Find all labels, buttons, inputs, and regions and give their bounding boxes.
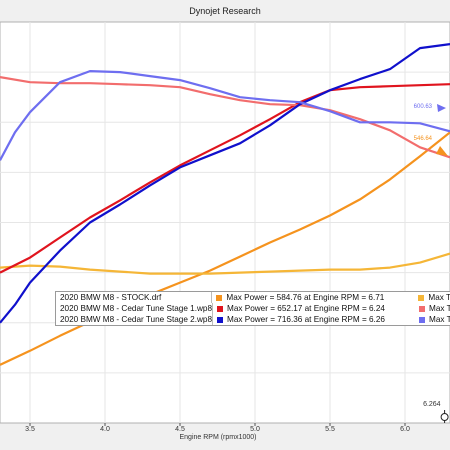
legend-row: 2020 BMW M8 - Cedar Tune Stage 1.wp8 Max…	[56, 303, 450, 314]
series-line-1	[0, 131, 450, 366]
series-line-2	[0, 252, 450, 275]
x-tick-label: 4.5	[175, 426, 185, 433]
legend-divider	[211, 292, 213, 303]
legend-divider	[212, 303, 213, 314]
legend-max-power: Max Power = 716.36 at Engine RPM = 6.26	[227, 315, 385, 324]
cursor-handle[interactable]	[440, 413, 449, 421]
x-tick-label: 4.0	[100, 426, 110, 433]
legend-divider	[212, 314, 213, 325]
value-annotation: 600.63	[414, 104, 433, 110]
legend-file-name: 2020 BMW M8 - STOCK.drf	[60, 293, 162, 302]
legend-max-power: Max Power = 652.17 at Engine RPM = 6.24	[227, 304, 385, 313]
value-annotation: 546.64	[414, 136, 433, 142]
cursor-value: 6.264	[423, 401, 441, 408]
legend-swatch	[217, 316, 223, 323]
legend-max-torque: Max T	[429, 315, 450, 324]
annotation-arrow-icon	[437, 104, 446, 112]
x-axis-label: Engine RPM (rpmx1000)	[179, 434, 256, 441]
legend-swatch	[419, 305, 425, 312]
annotation-arrow-icon	[436, 146, 448, 156]
series-line-6	[0, 70, 450, 161]
legend-file-name: 2020 BMW M8 - Cedar Tune Stage 1.wp8	[60, 304, 212, 313]
legend-row: 2020 BMW M8 - Cedar Tune Stage 2.wp8 Max…	[56, 314, 450, 325]
legend-swatch	[217, 305, 223, 312]
x-tick-label: 5.0	[250, 426, 260, 433]
legend-swatch	[419, 316, 425, 323]
legend-row: 2020 BMW M8 - STOCK.drf Max Power = 584.…	[56, 292, 450, 303]
x-tick-label: 3.5	[25, 426, 35, 433]
legend: 2020 BMW M8 - STOCK.drf Max Power = 584.…	[55, 291, 450, 326]
series-line-5	[0, 43, 450, 324]
legend-max-power: Max Power = 584.76 at Engine RPM = 6.71	[226, 293, 385, 302]
app-title: Dynojet Research	[189, 6, 261, 16]
x-tick-label: 5.5	[325, 426, 335, 433]
legend-max-torque: Max T	[429, 304, 450, 313]
legend-swatch	[216, 294, 223, 301]
series-line-4	[0, 76, 450, 159]
legend-max-torque: Max T	[428, 293, 450, 302]
series-line-3	[0, 83, 450, 274]
x-tick-label: 6.0	[400, 426, 410, 433]
legend-file-name: 2020 BMW M8 - Cedar Tune Stage 2.wp8	[60, 315, 212, 324]
legend-swatch	[418, 294, 425, 301]
